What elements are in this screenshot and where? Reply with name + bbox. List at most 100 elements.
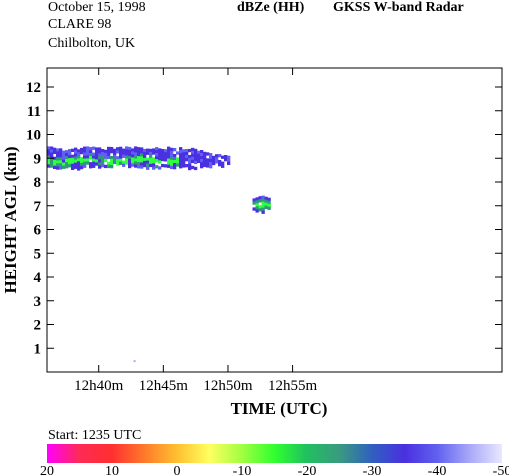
y-tick-label: 5 (34, 246, 42, 262)
reflectivity-cell (107, 149, 111, 154)
reflectivity-cell (227, 158, 231, 162)
reflectivity-cell (131, 160, 135, 164)
reflectivity-cell (167, 149, 171, 153)
reflectivity-cell (59, 166, 63, 170)
reflectivity-cell (116, 147, 120, 151)
reflectivity-cell (50, 149, 54, 153)
reflectivity-cell (167, 161, 171, 165)
reflectivity-cell (98, 147, 102, 151)
reflectivity-cell (176, 151, 180, 155)
y-axis-label: HEIGHT AGL (km) (1, 146, 20, 293)
reflectivity-cell (170, 156, 174, 161)
reflectivity-cell (152, 151, 156, 155)
reflectivity-cell (158, 151, 162, 155)
reflectivity-cell (200, 156, 204, 160)
reflectivity-cell (152, 157, 156, 161)
reflectivity-cell (200, 153, 204, 157)
reflectivity-cell (98, 162, 102, 166)
reflectivity-cell (203, 154, 207, 159)
y-tick-label: 11 (27, 104, 41, 120)
reflectivity-cell (95, 156, 99, 160)
reflectivity-cell (107, 155, 111, 160)
reflectivity-cell (149, 154, 153, 159)
reflectivity-cell (68, 149, 72, 153)
reflectivity-cell (200, 159, 204, 163)
reflectivity-cell (62, 162, 66, 166)
reflectivity-cell (206, 161, 210, 165)
reflectivity-cell (86, 158, 90, 162)
reflectivity-cell (143, 148, 147, 153)
reflectivity-cell (137, 150, 141, 154)
reflectivity-cell (71, 154, 75, 158)
reflectivity-cell (53, 156, 57, 160)
reflectivity-cell (143, 163, 147, 168)
reflectivity-cell (101, 161, 105, 165)
reflectivity-cell (83, 152, 87, 156)
reflectivity-cell (128, 146, 132, 151)
reflectivity-cell (224, 158, 228, 162)
reflectivity-cell (86, 152, 90, 156)
reflectivity-cell (131, 157, 135, 161)
reflectivity-cell (140, 153, 144, 157)
reflectivity-cell (83, 146, 87, 150)
reflectivity-cell (221, 161, 225, 165)
reflectivity-cell (53, 150, 57, 154)
reflectivity-cell (137, 153, 141, 157)
reflectivity-cell (113, 151, 117, 156)
reflectivity-cell (104, 152, 108, 157)
reflectivity-cell (110, 165, 114, 169)
reflectivity-cell (116, 162, 120, 166)
reflectivity-cell (206, 164, 210, 168)
reflectivity-cell (179, 159, 183, 163)
reflectivity-cell (128, 158, 132, 163)
reflectivity-cell (62, 150, 66, 154)
reflectivity-cell (119, 149, 123, 153)
reflectivity-cell (155, 147, 159, 151)
reflectivity-cell (107, 146, 111, 151)
reflectivity-cell (164, 152, 168, 156)
reflectivity-cell (80, 150, 84, 155)
reflectivity-cell (95, 159, 99, 163)
reflectivity-cell (221, 155, 225, 159)
reflectivity-cell (92, 161, 96, 165)
reflectivity-cell (77, 164, 81, 168)
y-tick-label: 4 (34, 270, 42, 286)
colorbar-tick-label: 20 (40, 464, 54, 476)
reflectivity-cell (264, 202, 268, 206)
reflectivity-cell (83, 158, 87, 162)
reflectivity-cell (176, 160, 180, 164)
reflectivity-cell (182, 152, 186, 156)
reflectivity-cell (113, 160, 117, 165)
reflectivity-cell (252, 201, 256, 205)
reflectivity-cell (53, 165, 57, 169)
reflectivity-cell (191, 165, 195, 170)
reflectivity-cell (137, 159, 141, 163)
reflectivity-cell (47, 146, 51, 150)
reflectivity-cell (200, 150, 204, 154)
reflectivity-cell (56, 157, 60, 161)
reflectivity-cell (155, 156, 159, 160)
reflectivity-cell (140, 150, 144, 154)
reflectivity-cell (50, 146, 54, 150)
reflectivity-cell (182, 161, 186, 165)
reflectivity-cell (212, 155, 216, 160)
reflectivity-cell (101, 155, 105, 159)
reflectivity-cell (218, 163, 222, 167)
reflectivity-cell (140, 159, 144, 163)
reflectivity-cell (179, 147, 183, 151)
reflectivity-cell (83, 155, 87, 159)
reflectivity-cell (152, 166, 156, 170)
reflectivity-cell (134, 149, 138, 153)
reflectivity-cell (149, 160, 153, 165)
reflectivity-cell (98, 153, 102, 157)
instrument-label: GKSS W-band Radar (333, 0, 464, 15)
reflectivity-cell (155, 159, 159, 163)
reflectivity-cell (167, 152, 171, 156)
reflectivity-cell (224, 155, 228, 159)
reflectivity-cell (47, 161, 51, 165)
reflectivity-cell (212, 158, 216, 163)
reflectivity-cell (164, 149, 168, 153)
reflectivity-cell (137, 147, 141, 151)
reflectivity-cell (119, 158, 123, 162)
reflectivity-cell (161, 157, 165, 162)
